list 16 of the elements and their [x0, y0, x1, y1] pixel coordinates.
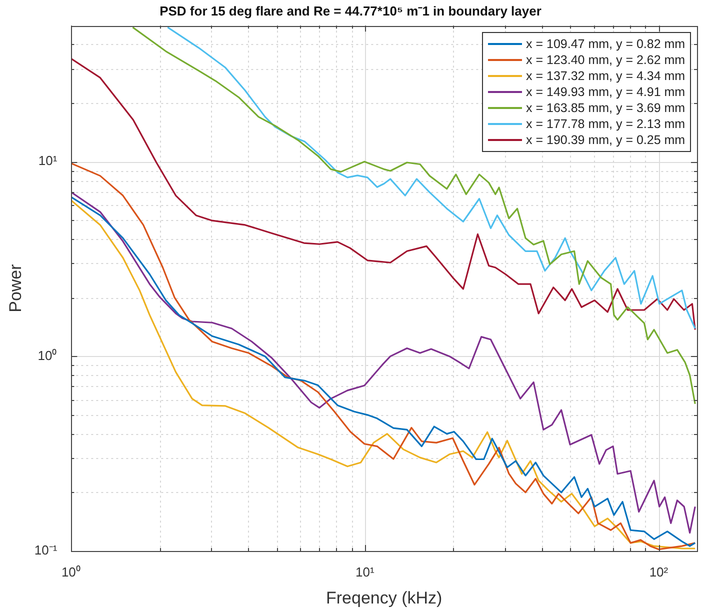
legend-label: x = 190.39 mm, y = 0.25 mm — [526, 132, 686, 147]
y-axis-title: Power — [6, 264, 25, 312]
x-tick-label: 10¹ — [356, 564, 376, 580]
x-axis-title: Freqency (kHz) — [326, 588, 442, 608]
y-tick-label: 10⁻¹ — [34, 542, 58, 558]
y-tick-label: 10⁰ — [38, 348, 58, 363]
legend-label: x = 137.32 mm, y = 4.34 mm — [526, 68, 686, 83]
chart-title: PSD for 15 deg flare and Re = 44.77*10⁵ m⁻1 in boundary layer — [160, 3, 542, 18]
y-tick-label: 10¹ — [38, 153, 58, 168]
legend-label: x = 149.93 mm, y = 4.91 mm — [526, 84, 686, 99]
x-tick-label: 10² — [649, 564, 669, 580]
x-tick-label: 10⁰ — [61, 564, 81, 580]
legend-label: x = 109.47 mm, y = 0.82 mm — [526, 36, 686, 51]
legend-label: x = 177.78 mm, y = 2.13 mm — [526, 116, 686, 131]
legend-label: x = 123.40 mm, y = 2.62 mm — [526, 52, 686, 67]
legend-label: x = 163.85 mm, y = 3.69 mm — [526, 100, 686, 115]
